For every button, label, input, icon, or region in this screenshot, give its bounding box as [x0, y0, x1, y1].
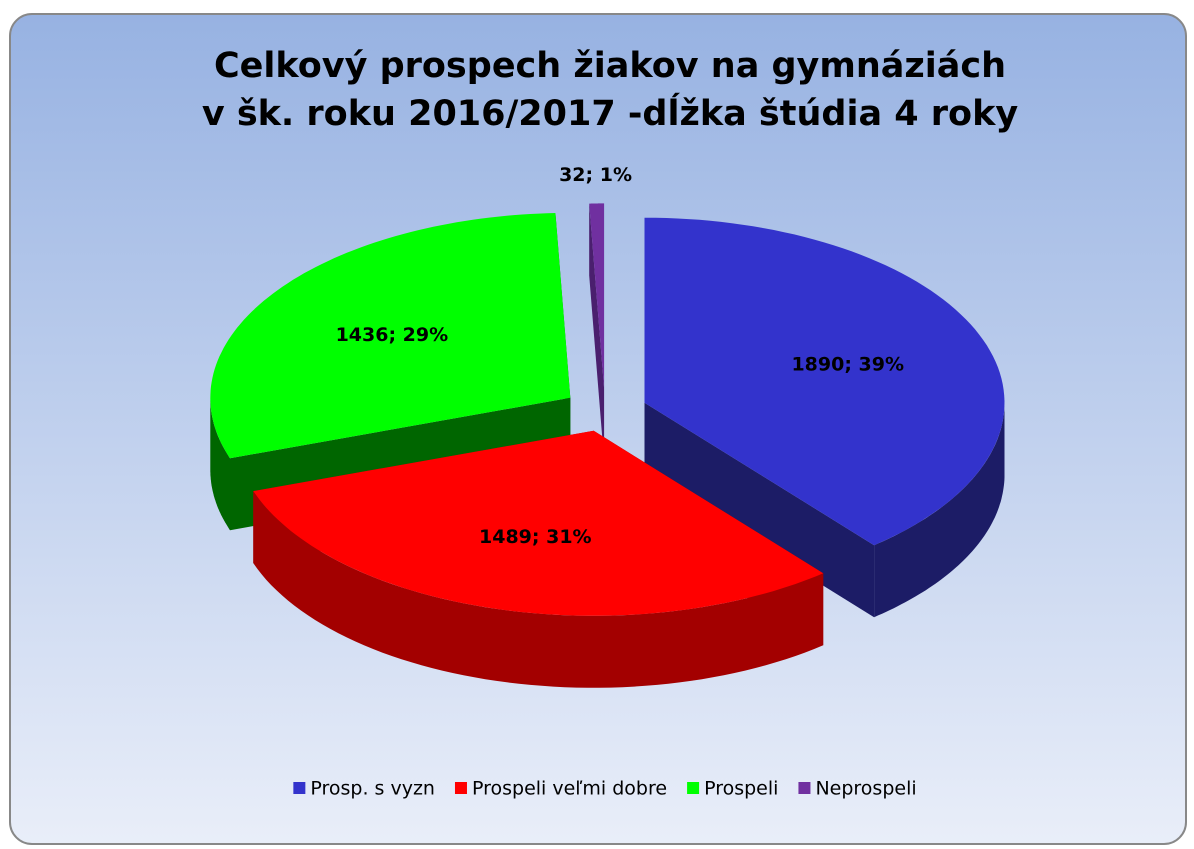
slice — [253, 430, 824, 616]
legend-label: Prosp. s vyzn — [310, 778, 435, 800]
legend-label: Prospeli — [704, 778, 778, 800]
data-label: 1436; 29% — [336, 324, 449, 346]
slice-wall — [874, 402, 1005, 618]
legend-swatch — [687, 782, 700, 794]
slice-side — [589, 203, 605, 461]
slice-wall — [253, 491, 824, 688]
legend: Prosp. s vyzn Prospeli veľmi dobre Prospel… — [293, 778, 917, 800]
slice — [210, 213, 571, 459]
chart-title: v šk. roku 2016/2017 -dĺžka štúdia 4 rok… — [202, 92, 1019, 134]
legend-swatch — [798, 782, 811, 794]
legend-label: Prospeli veľmi dobre — [472, 778, 667, 800]
legend-swatch — [454, 782, 467, 794]
legend-label: Neprospeli — [815, 778, 916, 800]
slice — [644, 217, 1005, 546]
slice-side — [644, 402, 875, 618]
data-label: 1489; 31% — [479, 526, 592, 548]
chart-title: Celkový prospech žiakov na gymnáziách — [214, 46, 1006, 86]
pie: 1890; 39% 1489; 31% 1436; 29% 32; 1% — [210, 164, 1005, 688]
chart-area — [9, 13, 1187, 845]
slice-wall — [210, 397, 230, 531]
legend-swatch — [293, 782, 306, 794]
slice — [589, 203, 605, 389]
data-label: 1890; 39% — [791, 354, 904, 376]
data-label: 32; 1% — [559, 164, 632, 186]
